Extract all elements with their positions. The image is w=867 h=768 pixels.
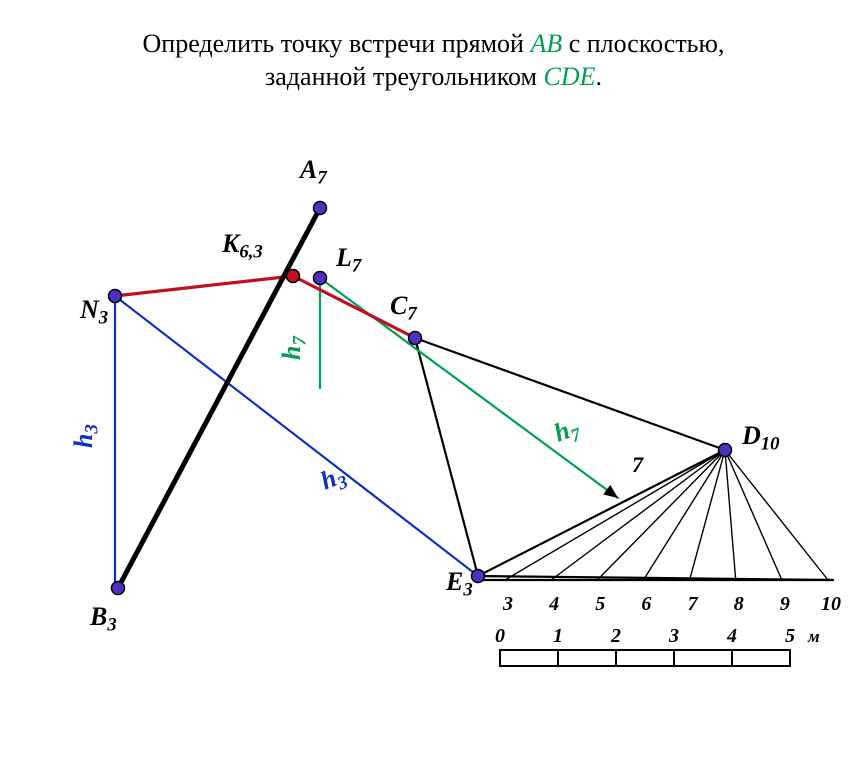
svg-text:D10: D10 (741, 421, 780, 455)
svg-text:E3: E3 (445, 567, 473, 601)
svg-text:0: 0 (495, 625, 505, 647)
svg-text:3: 3 (502, 593, 513, 615)
svg-text:C7: C7 (390, 291, 417, 325)
svg-text:A7: A7 (298, 155, 327, 189)
svg-text:2: 2 (610, 625, 621, 647)
svg-text:L7: L7 (335, 243, 362, 277)
svg-text:5: 5 (785, 625, 795, 647)
svg-text:8: 8 (734, 593, 744, 615)
svg-text:10: 10 (821, 593, 841, 615)
svg-text:h3: h3 (69, 424, 103, 448)
svg-text:5: 5 (595, 593, 605, 615)
svg-text:3: 3 (668, 625, 679, 647)
svg-text:7: 7 (688, 593, 699, 615)
svg-text:B3: B3 (89, 602, 117, 636)
svg-text:h7: h7 (550, 412, 585, 452)
svg-text:N3: N3 (79, 295, 108, 329)
diagram-svg: 345678910012345мA7K6,3L7N3C7D10E3B3h7h7h… (0, 0, 867, 768)
svg-text:4: 4 (726, 625, 737, 647)
svg-text:h7: h7 (277, 336, 311, 360)
svg-text:6: 6 (641, 593, 651, 615)
svg-text:1: 1 (553, 625, 563, 647)
svg-text:9: 9 (780, 593, 790, 615)
svg-text:4: 4 (548, 593, 559, 615)
svg-text:7: 7 (632, 452, 644, 477)
svg-text:K6,3: K6,3 (221, 229, 263, 263)
svg-text:м: м (807, 627, 820, 646)
